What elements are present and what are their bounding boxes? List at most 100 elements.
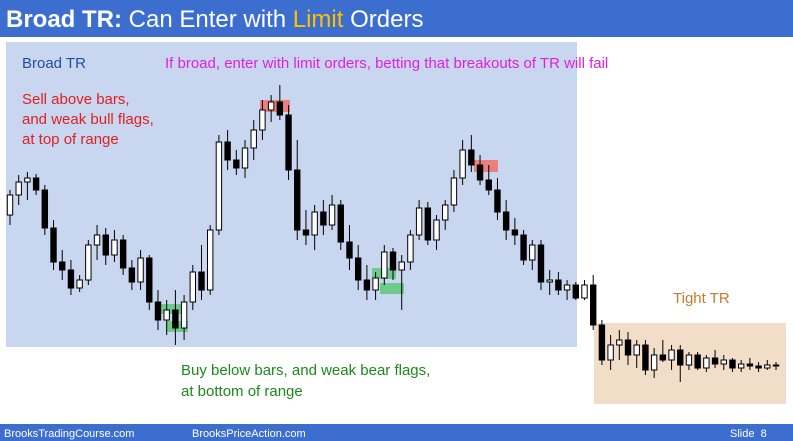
candle-body bbox=[24, 177, 31, 183]
sell-note: and weak bull flags, bbox=[22, 111, 154, 128]
candles bbox=[6, 85, 780, 382]
candle-body bbox=[276, 101, 284, 116]
candle-body bbox=[207, 229, 214, 291]
candle-body bbox=[59, 261, 66, 271]
candle-body bbox=[711, 357, 719, 365]
candle-body bbox=[328, 204, 336, 226]
candle-body bbox=[590, 284, 597, 326]
candle-body bbox=[267, 101, 275, 111]
candle-body bbox=[259, 109, 266, 131]
candle-body bbox=[15, 181, 22, 196]
candle-body bbox=[389, 251, 397, 271]
candle-body bbox=[363, 279, 371, 291]
candle-body bbox=[198, 271, 205, 291]
candle-body bbox=[624, 339, 632, 356]
candle-body bbox=[241, 147, 249, 169]
candle-body bbox=[572, 284, 579, 299]
candle-body bbox=[224, 141, 231, 161]
candle-body bbox=[694, 354, 701, 369]
candle-body bbox=[424, 207, 432, 241]
candle-body bbox=[50, 227, 57, 263]
candle-body bbox=[250, 129, 257, 149]
candle-body bbox=[729, 359, 736, 369]
candle-body bbox=[128, 267, 136, 283]
candle-body bbox=[146, 257, 153, 303]
candle-body bbox=[6, 194, 14, 216]
header-bar bbox=[0, 0, 793, 37]
candle-body bbox=[163, 309, 170, 321]
candle-body bbox=[502, 211, 510, 231]
candle-body bbox=[746, 363, 754, 367]
candle-body bbox=[546, 279, 553, 283]
candle-body bbox=[215, 141, 223, 231]
candle-body bbox=[285, 114, 292, 171]
candle-body bbox=[233, 159, 240, 169]
candle-body bbox=[407, 234, 414, 263]
tight-tr-label: Tight TR bbox=[673, 290, 730, 307]
candle-body bbox=[450, 177, 458, 206]
candle-body bbox=[703, 357, 710, 369]
candle-body bbox=[720, 359, 727, 365]
sell-note: at top of range bbox=[22, 131, 119, 148]
title-end: Orders bbox=[350, 6, 423, 33]
candle-body bbox=[772, 364, 780, 367]
candle-body bbox=[398, 261, 405, 271]
candle-body bbox=[320, 211, 327, 226]
candle-body bbox=[563, 284, 571, 291]
candle-body bbox=[442, 204, 449, 221]
candle-body bbox=[354, 257, 362, 281]
footer-left: BrooksTradingCourse.com bbox=[4, 428, 134, 440]
candle-body bbox=[189, 271, 196, 303]
instruction: If broad, enter with limit orders, betti… bbox=[165, 55, 608, 72]
candle-body bbox=[659, 354, 667, 361]
broad-tr-label: Broad TR bbox=[22, 55, 86, 72]
candle-body bbox=[511, 229, 519, 236]
candle-body bbox=[154, 301, 162, 321]
buy-highlight bbox=[157, 304, 183, 314]
candle-body bbox=[485, 179, 492, 191]
candle-body bbox=[337, 204, 344, 243]
candle-body bbox=[311, 211, 318, 236]
candle-body bbox=[41, 189, 49, 229]
candle-body bbox=[459, 149, 466, 179]
candle-body bbox=[468, 149, 475, 166]
candle-body bbox=[76, 279, 83, 289]
candle-body bbox=[633, 344, 640, 356]
candle-body bbox=[102, 234, 109, 256]
candle-body bbox=[111, 239, 118, 256]
footer-bar bbox=[0, 424, 793, 441]
candle-body bbox=[372, 277, 379, 291]
candle-body bbox=[85, 244, 92, 281]
candle-body bbox=[93, 234, 101, 246]
candle-body bbox=[677, 349, 684, 366]
candle-body bbox=[119, 239, 127, 269]
title-rest: Can Enter with bbox=[129, 6, 286, 33]
buy-note: Buy below bars, and weak bear flags, bbox=[181, 362, 430, 379]
slide-number: Slide 8 bbox=[730, 428, 767, 440]
title-bold: Broad TR: bbox=[6, 6, 122, 33]
candle-body bbox=[555, 279, 562, 291]
candle-body bbox=[520, 234, 527, 261]
candle-body bbox=[650, 354, 658, 371]
candle-body bbox=[32, 177, 40, 191]
candle-body bbox=[346, 241, 353, 259]
candle-body bbox=[302, 229, 310, 236]
candle-body bbox=[494, 189, 501, 213]
candle-body bbox=[180, 301, 188, 329]
candle-body bbox=[764, 364, 771, 369]
candle-body bbox=[381, 251, 388, 279]
candle-body bbox=[529, 244, 536, 261]
candle-body bbox=[581, 284, 588, 299]
buy-note: at bottom of range bbox=[181, 383, 303, 400]
broad-range-box bbox=[6, 42, 577, 347]
candle-body bbox=[67, 269, 75, 289]
candle-body bbox=[172, 309, 179, 329]
candle-body bbox=[755, 365, 762, 369]
sell-note: Sell above bars, bbox=[22, 91, 130, 108]
candle-body bbox=[668, 349, 675, 361]
candle-body bbox=[415, 207, 423, 236]
candle-body bbox=[294, 169, 301, 231]
candle-body bbox=[737, 363, 745, 369]
candle-body bbox=[685, 354, 693, 366]
